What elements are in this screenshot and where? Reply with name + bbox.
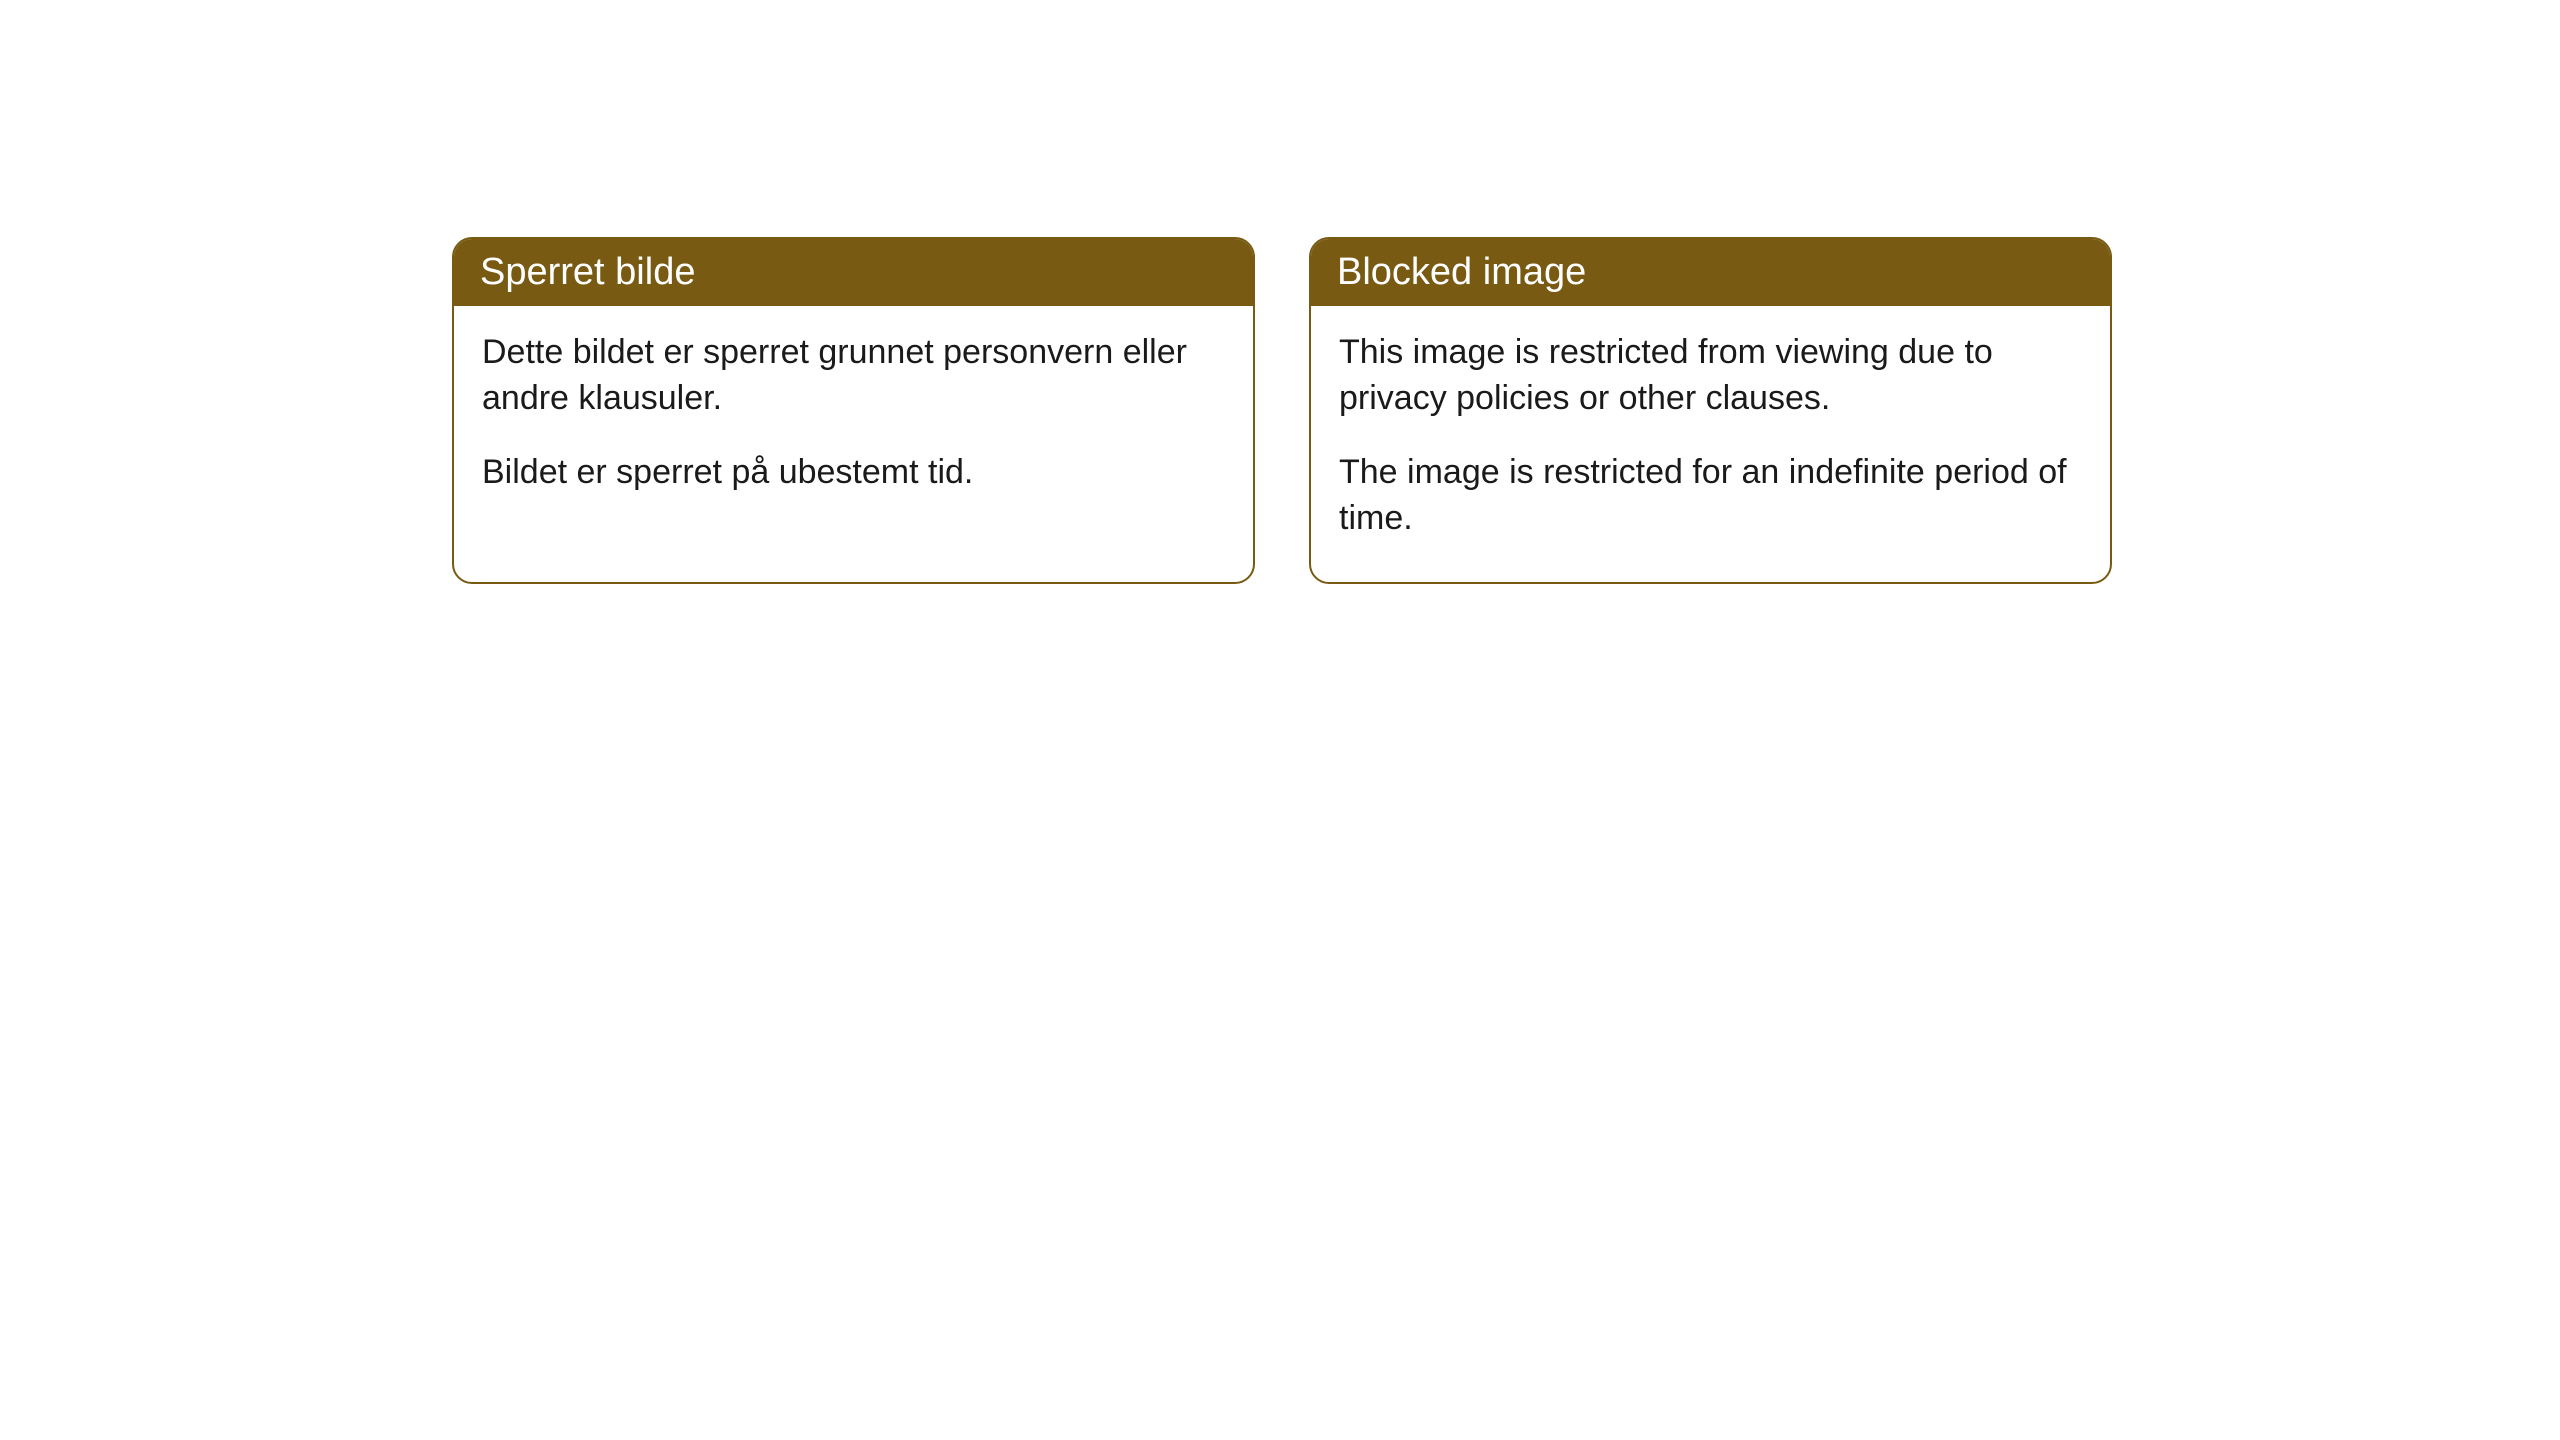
notice-cards-container: Sperret bilde Dette bildet er sperret gr… <box>452 237 2112 584</box>
card-paragraph: This image is restricted from viewing du… <box>1339 330 2082 422</box>
card-header: Sperret bilde <box>454 239 1253 306</box>
card-body: This image is restricted from viewing du… <box>1311 306 2110 582</box>
blocked-image-card-english: Blocked image This image is restricted f… <box>1309 237 2112 584</box>
card-title: Blocked image <box>1337 251 1586 293</box>
card-paragraph: Bildet er sperret på ubestemt tid. <box>482 450 1225 496</box>
card-header: Blocked image <box>1311 239 2110 306</box>
card-title: Sperret bilde <box>480 251 695 293</box>
card-body: Dette bildet er sperret grunnet personve… <box>454 306 1253 536</box>
blocked-image-card-norwegian: Sperret bilde Dette bildet er sperret gr… <box>452 237 1255 584</box>
card-paragraph: The image is restricted for an indefinit… <box>1339 450 2082 542</box>
card-paragraph: Dette bildet er sperret grunnet personve… <box>482 330 1225 422</box>
